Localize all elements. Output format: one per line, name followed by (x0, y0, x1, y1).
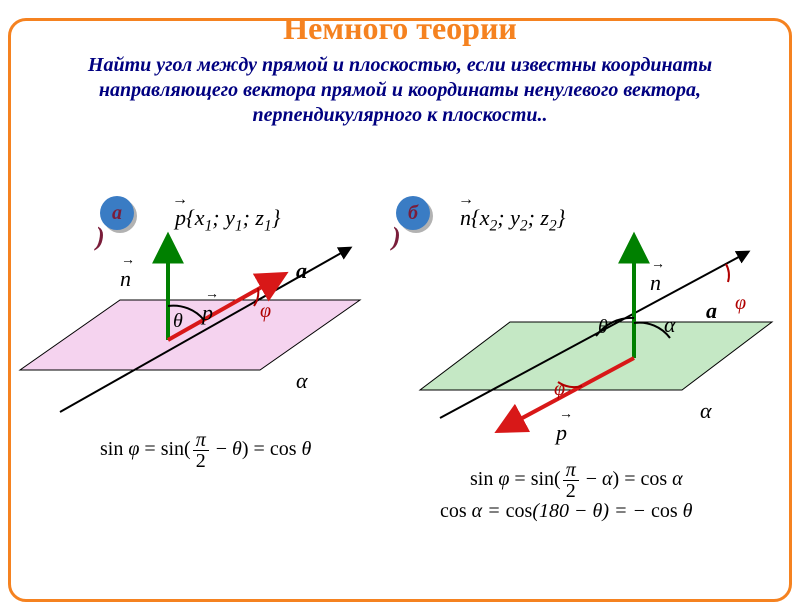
phi-arc-b1 (726, 264, 729, 282)
formula-b2: cos α = cos(180 − θ) = − cos θ (440, 500, 692, 523)
n-label-a: →n (120, 266, 131, 292)
theta-label-a: θ (173, 310, 183, 333)
a-label-a: a (296, 258, 307, 284)
a-label-b: a (706, 298, 717, 324)
alpha-label-a: α (296, 368, 308, 394)
formula-a: sin φ = sin(π2 − θ) = cos θ (100, 430, 311, 471)
alpha-angle-label-b: α (664, 312, 676, 338)
theta-label-b: θ (598, 316, 608, 339)
phi-label-b2: φ (554, 378, 565, 401)
alpha-label-b: α (700, 398, 712, 424)
plane-a (20, 300, 360, 370)
p-label-b: →p (556, 420, 567, 446)
formula-b1: sin φ = sin(π2 − α) = cos α (470, 460, 683, 501)
phi-label-b1: φ (735, 292, 746, 315)
n-label-b: →n (650, 270, 661, 296)
p-label-a: →p (202, 300, 213, 326)
phi-label-a: φ (260, 300, 271, 323)
